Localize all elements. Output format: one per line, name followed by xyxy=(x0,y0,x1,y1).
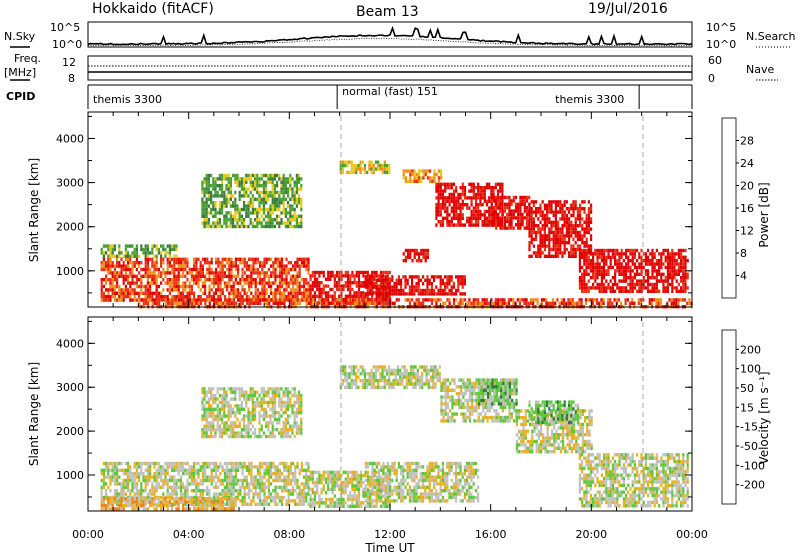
colorbar-tick-label: 20 xyxy=(740,180,754,193)
nave-label: Nave xyxy=(746,63,774,76)
data-region-8 xyxy=(578,248,689,293)
data-region-10 xyxy=(339,160,391,175)
data-region-9 xyxy=(201,173,303,229)
xtick-label: 12:00 xyxy=(374,528,406,541)
ytick-label: 3000 xyxy=(56,381,84,394)
data-region-9 xyxy=(201,387,303,439)
freq-tick-top: 12 xyxy=(62,56,76,69)
nsearch-trace xyxy=(88,37,693,47)
colorbar-tick-label: 100 xyxy=(740,363,761,376)
freq-unit: [MHz] xyxy=(4,66,36,79)
data-region-0 xyxy=(100,257,310,302)
xtick-label: 04:00 xyxy=(173,528,205,541)
power-ylabel: Slant Range [km] xyxy=(27,158,41,262)
nsky-tick-top: 10^5 xyxy=(50,21,80,34)
colorbar-tick-label: 24 xyxy=(740,157,754,170)
velocity-colorbar: 200 100 50 15 -15 -50 -100 -200 xyxy=(721,329,765,505)
ytick-label: 4000 xyxy=(56,132,84,145)
data-region-3 xyxy=(364,275,466,296)
colorbar-tick-label: 200 xyxy=(740,343,761,356)
ytick-label: 1000 xyxy=(56,469,84,482)
xtick-label: 20:00 xyxy=(575,528,607,541)
nsky-tick-bottom: 10^0 xyxy=(52,38,82,51)
colorbar-tick-label: -15 xyxy=(740,421,758,434)
ytick-label: 1000 xyxy=(56,265,84,278)
nsearch-label: N.Search xyxy=(746,30,796,43)
data-region-7 xyxy=(528,200,593,258)
colorbar-tick-label: -50 xyxy=(740,440,758,453)
nave-tick-top: 60 xyxy=(708,54,722,67)
data-region-3 xyxy=(364,461,480,503)
colorbar-tick-label: -100 xyxy=(740,459,765,472)
data-region-11 xyxy=(402,169,443,183)
date-title: 19/Jul/2016 xyxy=(588,1,668,17)
colorbar-tick-label: 50 xyxy=(740,382,754,395)
ytick-label: 2000 xyxy=(56,425,84,438)
ytick-label: 2000 xyxy=(56,221,84,234)
xtick-label: 08:00 xyxy=(273,528,305,541)
cpid-segment-label: themis 3300 xyxy=(93,93,162,106)
xtick-label: 00:00 xyxy=(676,528,708,541)
data-region-6 xyxy=(515,409,593,454)
nsky-strip: 10^5 10^0 10^5 10^0 N.Sky N.Search xyxy=(4,21,796,51)
velocity-colorbar-label: Velocity [m s⁻¹] xyxy=(757,371,771,464)
data-region-1 xyxy=(100,244,178,258)
colorbar-tick-label: 15 xyxy=(740,401,754,414)
ytick-label: 4000 xyxy=(56,337,84,350)
freq-strip: 12 8 60 0 Freq. [MHz] Nave xyxy=(4,52,778,85)
nsky-label: N.Sky xyxy=(4,30,36,43)
velocity-ylabel: Slant Range [km] xyxy=(27,362,41,466)
power-data xyxy=(100,160,693,309)
xtick-label: 00:00 xyxy=(72,528,104,541)
nsearch-tick-bottom: 10^0 xyxy=(706,38,736,51)
nave-tick-bottom: 0 xyxy=(708,72,715,85)
cpid-segment-label: normal (fast) 151 xyxy=(342,85,438,98)
data-region-7 xyxy=(528,400,579,425)
velocity-data xyxy=(100,365,689,511)
colorbar-tick-label: 28 xyxy=(740,135,754,148)
cpid-label: CPID xyxy=(6,90,35,103)
data-region-10 xyxy=(339,365,441,390)
nsky-trace xyxy=(87,25,693,46)
power-colorbar: 4 8 12 16 20 24 28 xyxy=(721,117,754,299)
cpid-segment-label: themis 3300 xyxy=(555,93,624,106)
time-axis-label: Time UT xyxy=(364,541,415,554)
data-region-4 xyxy=(402,248,429,263)
colorbar-tick-label: -200 xyxy=(740,479,765,492)
data-region-6 xyxy=(490,195,531,230)
beam-title: Beam 13 xyxy=(356,4,419,20)
freq-label: Freq. xyxy=(14,52,41,65)
data-region-0 xyxy=(100,461,310,506)
ytick-label: 3000 xyxy=(56,177,84,190)
velocity-panel: 1000 2000 3000 4000 00:00 04:00 08:00 12:00 16:0… xyxy=(27,316,708,541)
colorbar-tick-label: 8 xyxy=(740,247,747,260)
power-panel: 1000 2000 3000 4000 Slant Range [km] xyxy=(27,111,693,309)
power-colorbar-label: Power [dB] xyxy=(757,182,771,247)
colorbar-tick-label: 16 xyxy=(740,202,754,215)
data-region-8 xyxy=(578,453,689,508)
colorbar-tick-label: 4 xyxy=(740,270,747,283)
colorbar-tick-label: 12 xyxy=(740,225,754,238)
data-region-5 xyxy=(478,378,518,406)
freq-tick-bottom: 8 xyxy=(68,72,75,85)
station-title: Hokkaido (fitACF) xyxy=(92,1,214,17)
xtick-label: 16:00 xyxy=(475,528,507,541)
nsearch-tick-top: 10^5 xyxy=(706,21,736,34)
